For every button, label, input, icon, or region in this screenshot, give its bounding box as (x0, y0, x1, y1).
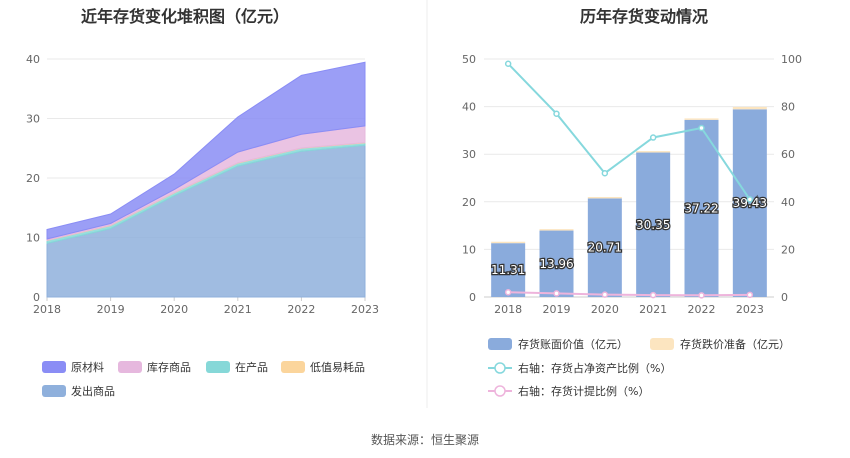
stacked-chart-title: 近年存货变化堆积图（亿元） (81, 7, 289, 26)
x-tick-label: 2022 (287, 303, 315, 316)
y-tick-label: 50 (462, 53, 476, 66)
y-tick-label: 0 (469, 291, 476, 304)
bar-value-label: 20.71 (588, 241, 622, 255)
x-tick-label: 2021 (224, 303, 252, 316)
data-source-label: 数据来源：恒生聚源 (371, 432, 479, 447)
line-series (507, 63, 751, 200)
x-tick-label: 2020 (591, 303, 619, 316)
legend-label: 低值易耗品 (310, 361, 365, 374)
x-tick-label: 2022 (688, 303, 716, 316)
line-point (504, 60, 512, 68)
y-tick-label: 30 (462, 148, 476, 161)
line-series (508, 291, 750, 297)
x-tick-label: 2023 (351, 303, 379, 316)
bar (684, 119, 719, 298)
x-tick-label: 2019 (97, 303, 125, 316)
bar-value-label: 37.22 (684, 201, 718, 215)
legend-marker (494, 385, 506, 397)
line-point (553, 110, 560, 117)
y2-tick-label: 0 (781, 291, 788, 304)
legend-label: 原材料 (71, 360, 104, 374)
legend-label: 发出商品 (71, 384, 115, 398)
y-tick-label: 0 (33, 291, 40, 304)
legend-label: 在产品 (235, 360, 268, 374)
x-tick-label: 2019 (543, 303, 571, 316)
x-tick-label: 2018 (33, 303, 61, 316)
x-tick-label: 2020 (160, 303, 188, 316)
line-point (649, 291, 657, 299)
reserve-bar (491, 241, 526, 244)
legend-swatch (42, 361, 66, 373)
y-tick-label: 10 (26, 232, 40, 245)
bar (539, 230, 574, 297)
bar (636, 152, 671, 297)
y-tick-label: 10 (462, 243, 476, 256)
legend-marker (494, 362, 506, 374)
legend-label: 库存商品 (147, 360, 191, 374)
y-tick-label: 40 (26, 53, 40, 66)
x-tick-label: 2018 (494, 303, 522, 316)
legend-label: 存货账面价值（亿元） (518, 337, 628, 351)
bar-value-label: 11.31 (491, 263, 525, 277)
bar-value-label: 39.43 (733, 196, 767, 210)
y2-tick-label: 60 (781, 148, 795, 161)
line-point (746, 291, 754, 299)
reserve-bar (684, 118, 719, 120)
bar (587, 198, 622, 297)
bar (732, 109, 767, 297)
y-tick-label: 20 (462, 196, 476, 209)
line-point (601, 169, 609, 177)
bar-line-chart: 0 10 20 30 40 50 0 20 40 60 80 100 11.31 2018 13.96 201… (462, 53, 802, 316)
legend-label: 右轴：存货计提比例（%） (518, 384, 649, 398)
legend-swatch (650, 338, 674, 350)
y-tick-label: 40 (462, 101, 476, 114)
legend-swatch (118, 361, 142, 373)
line-point (553, 290, 560, 297)
bar (491, 243, 526, 297)
bar-chart-title: 历年存货变动情况 (580, 7, 708, 26)
area-series (46, 61, 366, 240)
y-tick-label: 20 (26, 172, 40, 185)
line-point (504, 288, 512, 296)
y2-tick-label: 20 (781, 243, 795, 256)
y-tick-label: 30 (26, 113, 40, 126)
reserve-bar (539, 229, 574, 231)
line-point (601, 291, 609, 298)
reserve-bar (636, 151, 671, 153)
y2-tick-label: 100 (781, 53, 802, 66)
legend-swatch (488, 338, 512, 350)
legend-swatch (281, 361, 305, 373)
reserve-bar (732, 106, 767, 110)
legend-swatch (206, 361, 230, 373)
line-point (698, 292, 705, 299)
y2-tick-label: 80 (781, 101, 795, 114)
line-point (649, 134, 657, 141)
line-point (746, 196, 754, 203)
reserve-bar (587, 196, 622, 199)
legend-label: 右轴：存货占净资产比例（%） (518, 361, 671, 375)
legend-swatch (42, 385, 66, 397)
x-tick-label: 2023 (736, 303, 764, 316)
x-tick-label: 2021 (639, 303, 667, 316)
legend-label: 存货跌价准备（亿元） (680, 337, 790, 351)
bar-value-label: 30.35 (636, 218, 670, 232)
y2-tick-label: 40 (781, 196, 795, 209)
bar-value-label: 13.96 (539, 257, 573, 271)
line-point (698, 124, 705, 132)
stacked-area-chart: 0 10 20 30 40 2018 2019 2020 2021 2022 2023 (26, 53, 379, 316)
bar-line-legend: 存货账面价值（亿元） 存货跌价准备（亿元） 右轴：存货占净资产比例（%） 右轴：存货计… (488, 337, 790, 398)
